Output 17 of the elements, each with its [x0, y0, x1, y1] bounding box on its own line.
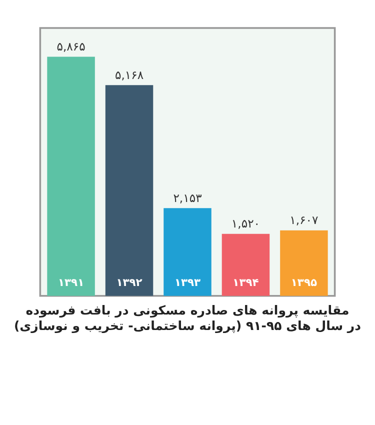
x-tick-label: ۱۳۹۱	[58, 276, 84, 290]
x-tick-label: ۱۳۹۳	[174, 276, 202, 290]
x-tick-label: ۱۳۹۴	[232, 276, 260, 290]
bar	[47, 56, 95, 296]
data-label: ۱,۶۰۷	[290, 213, 318, 228]
x-tick-label: ۱۳۹۲	[116, 276, 143, 290]
bar	[105, 85, 154, 296]
data-label: ۵,۱۶۸	[114, 68, 144, 82]
text: (پروانه ساختمانی- تخریب و نوسازی) در سال های ۹۵-۹۱	[14, 318, 362, 334]
data-label: ۵,۸۶۵	[56, 39, 86, 54]
bar	[164, 208, 212, 296]
x-tick-label: ۱۳۹۵	[290, 276, 318, 290]
bar	[222, 234, 270, 296]
text: مقایسه پروانه های صادره مسکونی در بافت فرسوده	[26, 302, 350, 319]
data-label: ۲,۱۵۳	[173, 190, 202, 205]
bar	[280, 230, 328, 296]
data-label: ۱,۵۲۰	[231, 216, 260, 231]
